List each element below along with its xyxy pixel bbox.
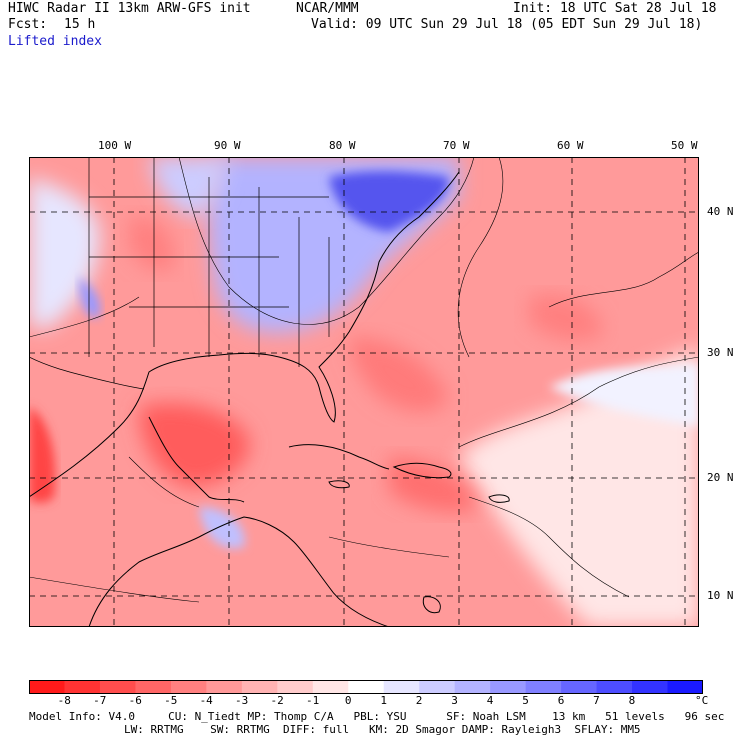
map-frame <box>29 157 699 627</box>
colorbar-cell <box>277 680 314 694</box>
colorbar-tick-label: 7 <box>593 694 600 707</box>
lat-label-20n: 20 N <box>707 471 734 484</box>
field-unstable-caribbean <box>389 457 479 512</box>
field-unstable-gulf <box>139 403 250 487</box>
lon-label-60w: 60 W <box>557 139 584 152</box>
init-time: Init: 18 UTC Sat 28 Jul 18 <box>513 1 717 16</box>
field-stable-central-america <box>199 507 245 549</box>
colorbar-tick-label: -4 <box>199 694 213 707</box>
colorbar-cell <box>490 680 527 694</box>
field-unstable-offshore <box>529 294 604 341</box>
lat-label-10n: 10 N <box>707 589 734 602</box>
colorbar-tick-label: -7 <box>93 694 107 707</box>
colorbar-cell <box>632 680 669 694</box>
colorbar <box>29 680 703 694</box>
colorbar-cell <box>312 680 349 694</box>
lon-label-80w: 80 W <box>329 139 356 152</box>
colorbar-tick-label: 6 <box>557 694 565 707</box>
colorbar-tick-label: 5 <box>522 694 529 707</box>
colorbar-tick-label: -8 <box>57 694 71 707</box>
colorbar-tick-label: -1 <box>305 694 320 707</box>
colorbar-cell <box>206 680 243 694</box>
colorbar-tick-label: 8 <box>628 694 636 707</box>
colorbar-tick-label: 1 <box>380 694 387 707</box>
colorbar-cell <box>419 680 456 694</box>
field-stable-east <box>459 347 699 627</box>
lat-lon-grid <box>29 157 699 627</box>
field-stable-band <box>549 362 699 427</box>
colorbar-tick-label: 2 <box>415 694 423 707</box>
lon-label-100w: 100 W <box>98 139 132 152</box>
colorbar-tick-label: -2 <box>270 694 284 707</box>
colorbar-cell <box>667 680 703 694</box>
field-name: Lifted index <box>8 34 102 49</box>
model-title: HIWC Radar II 13km ARW-GFS init <box>8 1 251 16</box>
colorbar-cell <box>383 680 420 694</box>
field-stable-core <box>329 171 449 232</box>
forecast-hour: 15 h <box>64 17 96 32</box>
lat-label-30n: 30 N <box>707 346 734 359</box>
model-info-line1: Model Info: V4.0 CU: N_Tiedt MP: Thomp C… <box>29 710 725 723</box>
lifted-index-map <box>29 157 699 627</box>
colorbar-cell <box>525 680 562 694</box>
field-unstable-mexico <box>29 407 56 503</box>
colorbar-cell <box>596 680 633 694</box>
colorbar-tick-label: 0 <box>344 694 352 707</box>
lon-label-50w: 50 W <box>671 139 698 152</box>
coastlines <box>29 171 510 627</box>
colorbar-cell <box>64 680 101 694</box>
colorbar-cell <box>454 680 491 694</box>
lat-label-40n: 40 N <box>707 205 734 218</box>
valid-time: Valid: 09 UTC Sun 29 Jul 18 (05 EDT Sun … <box>311 17 703 32</box>
lon-label-70w: 70 W <box>443 139 470 152</box>
colorbar-cell <box>29 680 65 694</box>
colorbar-cell <box>170 680 207 694</box>
contour-lines <box>29 157 699 603</box>
colorbar-tick-label: -3 <box>235 694 249 707</box>
forecast-label: Fcst: <box>8 17 48 32</box>
colorbar-tick-label: -6 <box>128 694 142 707</box>
field-stable-spot <box>79 277 101 318</box>
colorbar-unit: °C <box>695 694 709 707</box>
political-borders <box>29 157 330 390</box>
colorbar-tick-label: -5 <box>164 694 178 707</box>
colorbar-tick-label: 3 <box>451 694 458 707</box>
field-unstable-atlantic <box>349 337 449 412</box>
colorbar-cell <box>561 680 598 694</box>
colorbar-tick-label: 4 <box>486 694 494 707</box>
colorbar-cell <box>348 680 385 694</box>
model-info-line2: LW: RRTMG SW: RRTMG DIFF: full KM: 2D Sm… <box>124 723 641 736</box>
colorbar-cell <box>99 680 136 694</box>
organization: NCAR/MMM <box>296 1 359 16</box>
colorbar-cell <box>135 680 172 694</box>
colorbar-cell <box>241 680 278 694</box>
lon-label-90w: 90 W <box>214 139 241 152</box>
